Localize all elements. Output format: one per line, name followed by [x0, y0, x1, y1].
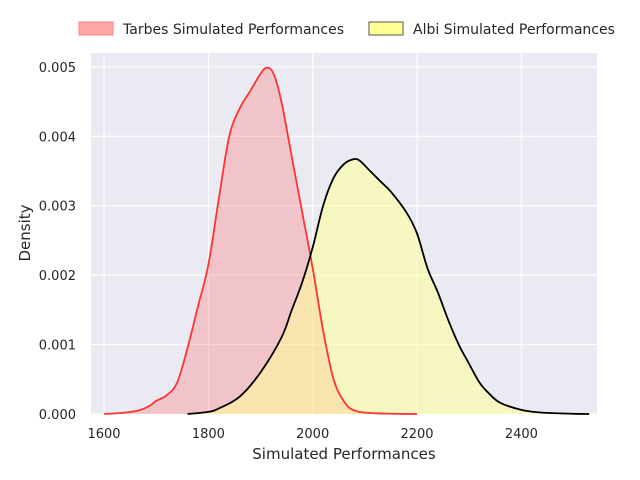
y-tick-label: 0.002: [39, 269, 76, 284]
legend-swatch: [368, 21, 404, 36]
y-tick-label: 0.005: [39, 61, 76, 76]
x-tick-labels: 1600 1800 2000 2200 2400: [87, 427, 537, 442]
x-tick-label: 2000: [296, 427, 329, 442]
series-area-1: [187, 158, 590, 414]
series-line-1: [187, 157, 590, 415]
y-tick-label: 0.003: [39, 200, 76, 215]
x-tick-label: 2200: [400, 427, 433, 442]
legend-swatch: [78, 21, 114, 36]
x-tick-label: 1600: [87, 427, 120, 442]
series-line-0: [103, 66, 418, 415]
y-tick-label: 0.004: [39, 130, 76, 145]
legend: Tarbes Simulated Performances Albi Simula…: [78, 21, 615, 38]
y-tick-label: 0.000: [39, 408, 76, 423]
legend-label: Tarbes Simulated Performances: [122, 22, 344, 38]
series-area-0: [104, 67, 418, 414]
series-lines: [103, 66, 590, 415]
x-axis-label: Simulated Performances: [252, 445, 436, 463]
legend-label: Albi Simulated Performances: [413, 22, 615, 38]
series-fills: [104, 67, 590, 414]
y-tick-label: 0.001: [39, 339, 76, 354]
x-tick-label: 1800: [192, 427, 225, 442]
y-tick-labels: 0.000 0.001 0.002 0.003 0.004 0.005: [39, 61, 76, 423]
y-axis-label: Density: [16, 204, 34, 261]
x-tick-label: 2400: [505, 427, 538, 442]
grid-lines: [91, 53, 597, 415]
